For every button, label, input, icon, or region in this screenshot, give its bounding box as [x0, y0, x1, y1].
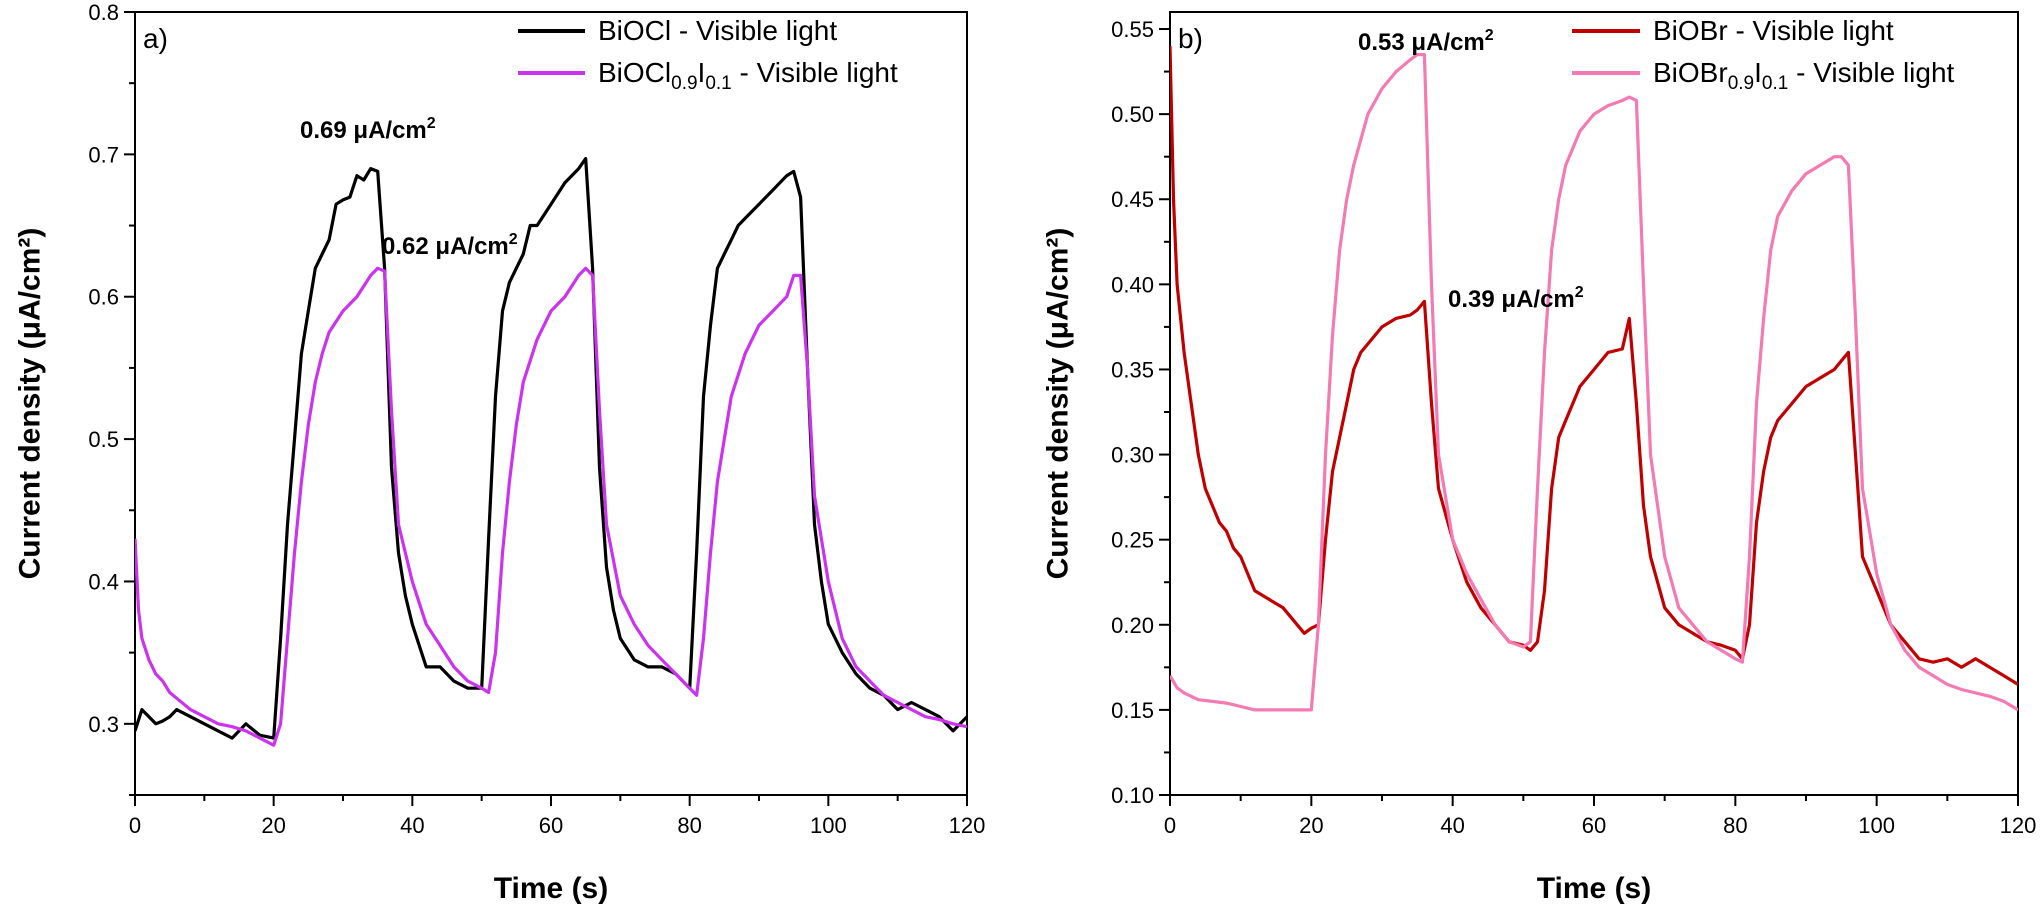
series-line-2	[135, 266, 967, 747]
legend-entry-1: BiOCl - Visible light	[598, 15, 837, 46]
series-line-1	[135, 157, 967, 740]
legend-subscript: 0.9	[1728, 73, 1754, 94]
legend-entry-2: BiOCl0.9I0.1 - Visible light	[598, 57, 898, 94]
annotation-superscript: 2	[1485, 27, 1494, 44]
plot-frame	[134, 11, 968, 796]
y-tick-label: 0.4	[88, 569, 119, 594]
panel-label: b)	[1178, 23, 1203, 54]
annotation-1: 0.53 μA/cm2	[1358, 27, 1494, 56]
y-tick-label: 0.30	[1111, 443, 1154, 468]
legend-text-mid: I	[1754, 57, 1762, 88]
series-line-2	[1170, 52, 2018, 712]
annotation-2: 0.39 μA/cm2	[1448, 284, 1584, 313]
x-tick-label: 120	[949, 813, 986, 838]
legend-text-mid: I	[698, 57, 706, 88]
annotation-text: 0.53 μA/cm	[1358, 29, 1485, 56]
series-line-1	[1170, 45, 2018, 686]
y-tick-label: 0.45	[1111, 187, 1154, 212]
y-tick-label: 0.40	[1111, 272, 1154, 297]
x-tick-label: 120	[2000, 813, 2037, 838]
x-tick-label: 60	[539, 813, 563, 838]
x-tick-label: 100	[1858, 813, 1895, 838]
y-tick-label: 0.55	[1111, 17, 1154, 42]
y-tick-label: 0.15	[1111, 698, 1154, 723]
panel-b: 0 20 40 60 80 100 120 0.10 0.15 0.20 0.25 0.30 0.35 0…	[1042, 11, 2037, 905]
legend-entry-2: BiOBr0.9I0.1 - Visible light	[1653, 57, 1955, 94]
y-tick-label: 0.6	[88, 285, 119, 310]
x-tick-label: 80	[677, 813, 701, 838]
y-tick-label: 0.5	[88, 427, 119, 452]
annotation-superscript: 2	[509, 231, 518, 248]
x-tick-label: 40	[1440, 813, 1464, 838]
y-tick-label: 0.50	[1111, 102, 1154, 127]
y-tick-label: 0.20	[1111, 613, 1154, 638]
y-tick-label: 0.35	[1111, 357, 1154, 382]
legend-text-base: BiOBr	[1653, 57, 1728, 88]
legend-subscript: 0.9	[671, 73, 697, 94]
y-tick-label: 0.3	[88, 712, 119, 737]
x-axis-title: Time (s)	[494, 872, 608, 905]
x-tick-label: 80	[1723, 813, 1747, 838]
panel-label: a)	[143, 23, 168, 54]
y-tick-label: 0.7	[88, 142, 119, 167]
annotation-1: 0.69 μA/cm2	[300, 115, 436, 144]
legend-entry-1: BiOBr - Visible light	[1653, 15, 1894, 46]
x-tick-label: 100	[810, 813, 847, 838]
legend-subscript: 0.1	[705, 73, 731, 94]
plot-frame	[1169, 11, 2019, 796]
annotation-superscript: 2	[427, 115, 436, 132]
legend-text-tail: - Visible light	[732, 57, 898, 88]
x-tick-label: 0	[1164, 813, 1176, 838]
legend-text-base: BiOCl	[598, 57, 671, 88]
y-axis-title: Current density (μA/cm²)	[14, 228, 47, 580]
y-tick-label: 0.8	[88, 0, 119, 25]
annotation-text: 0.62 μA/cm	[382, 233, 509, 260]
x-tick-label: 60	[1582, 813, 1606, 838]
annotation-2: 0.62 μA/cm2	[382, 231, 518, 260]
legend-text-tail: - Visible light	[1788, 57, 1954, 88]
annotation-text: 0.39 μA/cm	[1448, 286, 1575, 313]
panel-a: 0 20 40 60 80 100 120 0.3 0.4 0.5 0.6 0.7 0.8 Time (s…	[14, 0, 986, 905]
x-tick-label: 20	[261, 813, 285, 838]
x-tick-label: 0	[129, 813, 141, 838]
annotation-superscript: 2	[1575, 284, 1584, 301]
legend-subscript: 0.1	[1762, 73, 1788, 94]
legend-text-base: BiOCl - Visible light	[598, 15, 837, 46]
x-tick-label: 40	[400, 813, 424, 838]
y-tick-label: 0.10	[1111, 783, 1154, 808]
x-tick-label: 20	[1299, 813, 1323, 838]
y-axis-title: Current density (μA/cm²)	[1042, 228, 1075, 580]
x-axis-title: Time (s)	[1537, 872, 1651, 905]
annotation-text: 0.69 μA/cm	[300, 117, 427, 144]
y-tick-label: 0.25	[1111, 528, 1154, 553]
legend-text-base: BiOBr - Visible light	[1653, 15, 1894, 46]
